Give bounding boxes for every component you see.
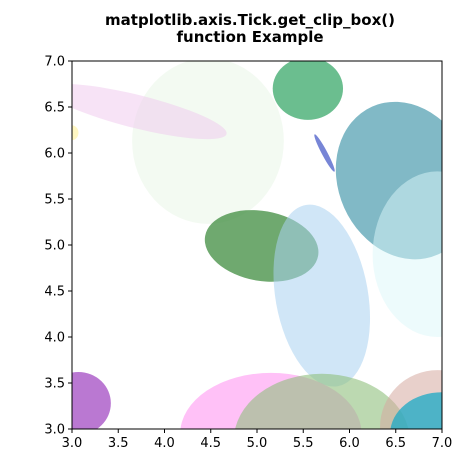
ellipse-3 bbox=[72, 125, 79, 141]
y-axis: 3.0 3.5 4.0 4.5 5.0 5.5 6.0 6.5 7.0 bbox=[44, 55, 72, 438]
x-tick-label: 7.0 bbox=[432, 436, 453, 451]
ellipse-12 bbox=[235, 373, 409, 429]
y-tick-label: 6.0 bbox=[44, 147, 65, 162]
ellipse-7 bbox=[372, 171, 442, 337]
y-tick-label: 5.0 bbox=[44, 239, 65, 254]
ellipse-9 bbox=[273, 204, 371, 387]
y-tick-label: 4.5 bbox=[44, 285, 65, 300]
ellipse-5 bbox=[314, 134, 335, 172]
x-tick-label: 3.0 bbox=[62, 436, 83, 451]
y-tick-label: 3.5 bbox=[44, 377, 65, 392]
ellipse-4 bbox=[272, 61, 344, 120]
ellipse-2 bbox=[72, 84, 227, 140]
y-tick-label: 7.0 bbox=[44, 55, 65, 70]
y-tick-label: 3.0 bbox=[44, 423, 65, 438]
y-tick-label: 6.5 bbox=[44, 101, 65, 116]
y-tick-label: 4.0 bbox=[44, 331, 65, 346]
ellipse-1 bbox=[132, 61, 284, 224]
x-tick-label: 3.5 bbox=[108, 436, 129, 451]
x-tick-label: 4.0 bbox=[154, 436, 175, 451]
ellipse-10 bbox=[72, 371, 111, 429]
x-axis: 3.0 3.5 4.0 4.5 5.0 5.5 6.0 6.5 7.0 bbox=[62, 429, 453, 451]
x-tick-label: 6.0 bbox=[339, 436, 360, 451]
x-tick-label: 5.0 bbox=[247, 436, 268, 451]
chart-title-line-2: function Example bbox=[176, 28, 323, 46]
ellipse-14 bbox=[390, 392, 442, 429]
chart-title-line-1: matplotlib.axis.Tick.get_clip_box() bbox=[105, 11, 395, 29]
x-tick-label: 5.5 bbox=[293, 436, 314, 451]
y-tick-label: 5.5 bbox=[44, 193, 65, 208]
ellipse-layer bbox=[72, 61, 442, 429]
x-tick-label: 6.5 bbox=[385, 436, 406, 451]
x-tick-label: 4.5 bbox=[200, 436, 221, 451]
